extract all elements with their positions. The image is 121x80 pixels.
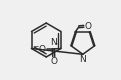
Text: N: N xyxy=(79,55,86,64)
Text: O: O xyxy=(84,22,91,31)
Text: $^{+}$: $^{+}$ xyxy=(54,42,60,47)
Text: O: O xyxy=(50,57,57,66)
Text: N: N xyxy=(50,38,57,47)
Text: $^{-}$O: $^{-}$O xyxy=(33,43,47,54)
